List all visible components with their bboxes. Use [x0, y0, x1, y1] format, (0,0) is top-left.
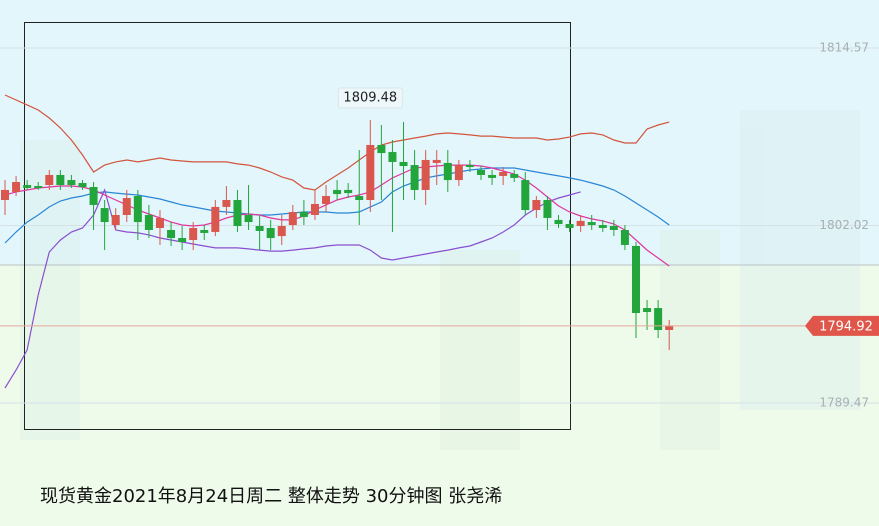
candle-body	[543, 199, 552, 218]
last-price-label: 1794.92	[819, 319, 873, 334]
candle-body	[299, 212, 308, 217]
last-price-tag	[805, 315, 879, 336]
candle-body	[477, 170, 486, 175]
candle-body	[521, 180, 530, 211]
candle-body	[443, 162, 452, 181]
candle-body	[310, 203, 319, 215]
candle-body	[255, 226, 264, 231]
candle-body	[554, 219, 563, 225]
candle-body	[665, 325, 674, 330]
candle-body	[144, 214, 153, 230]
candle-body	[288, 212, 297, 226]
candle-body	[499, 171, 508, 176]
indicator-line	[4, 188, 581, 389]
candle-body	[178, 238, 187, 243]
candle-body	[654, 308, 663, 330]
candle-body	[377, 144, 386, 154]
candle-body	[510, 173, 519, 178]
candle-body	[388, 152, 397, 162]
candle-body	[211, 206, 220, 232]
candle-body	[333, 189, 342, 195]
candle-body	[133, 196, 142, 223]
candle-body	[410, 165, 419, 190]
candle-body	[189, 227, 198, 241]
y-tick-label: 1789.47	[819, 395, 869, 409]
candle-body	[587, 222, 596, 226]
candle-body	[233, 199, 242, 227]
candle-body	[122, 198, 131, 215]
candle-body	[421, 159, 430, 190]
indicator-line	[4, 167, 670, 244]
candle-body	[465, 165, 474, 168]
candle-body	[200, 229, 209, 233]
candle-body	[488, 174, 497, 178]
candle-body	[643, 308, 652, 313]
candle-body	[344, 189, 353, 194]
candle-body	[355, 196, 364, 200]
candle-body	[34, 185, 43, 188]
candle-body	[100, 208, 109, 223]
candle-body	[432, 159, 441, 163]
candle-body	[620, 229, 629, 245]
chart-title: 现货黄金2021年8月24日周二 整体走势 30分钟图 张尧浠	[40, 486, 502, 507]
candle-body	[366, 144, 375, 200]
candle-body	[45, 174, 54, 186]
y-tick-label: 1814.57	[819, 40, 869, 54]
candle-body	[266, 227, 275, 239]
candle-body	[631, 245, 640, 314]
candle-body	[89, 186, 98, 205]
candle-body	[277, 226, 286, 237]
candle-body	[454, 165, 463, 181]
candle-body	[244, 214, 253, 223]
candle-body	[67, 180, 76, 186]
candle-body	[111, 214, 120, 226]
candle-body	[532, 199, 541, 211]
y-tick-label: 1802.02	[819, 218, 869, 232]
indicator-line	[4, 164, 670, 267]
candle-body	[609, 226, 618, 230]
high-label: 1809.48	[343, 90, 397, 105]
indicator-line	[4, 94, 670, 191]
backdrop-buildings	[20, 110, 860, 450]
lower-background	[0, 265, 879, 526]
candle-body	[56, 174, 65, 186]
candle-body	[12, 182, 21, 192]
candle-body	[565, 224, 574, 228]
candle-body	[598, 225, 607, 228]
candle-body	[576, 220, 585, 227]
candle-body	[23, 185, 32, 188]
candle-body	[399, 161, 408, 167]
high-label-box	[337, 87, 403, 109]
candle-body	[222, 199, 231, 207]
candle-body	[155, 217, 164, 228]
candle-body	[167, 229, 176, 239]
candle-body	[78, 183, 87, 187]
candle-body	[322, 196, 331, 204]
candle-body	[1, 189, 9, 200]
